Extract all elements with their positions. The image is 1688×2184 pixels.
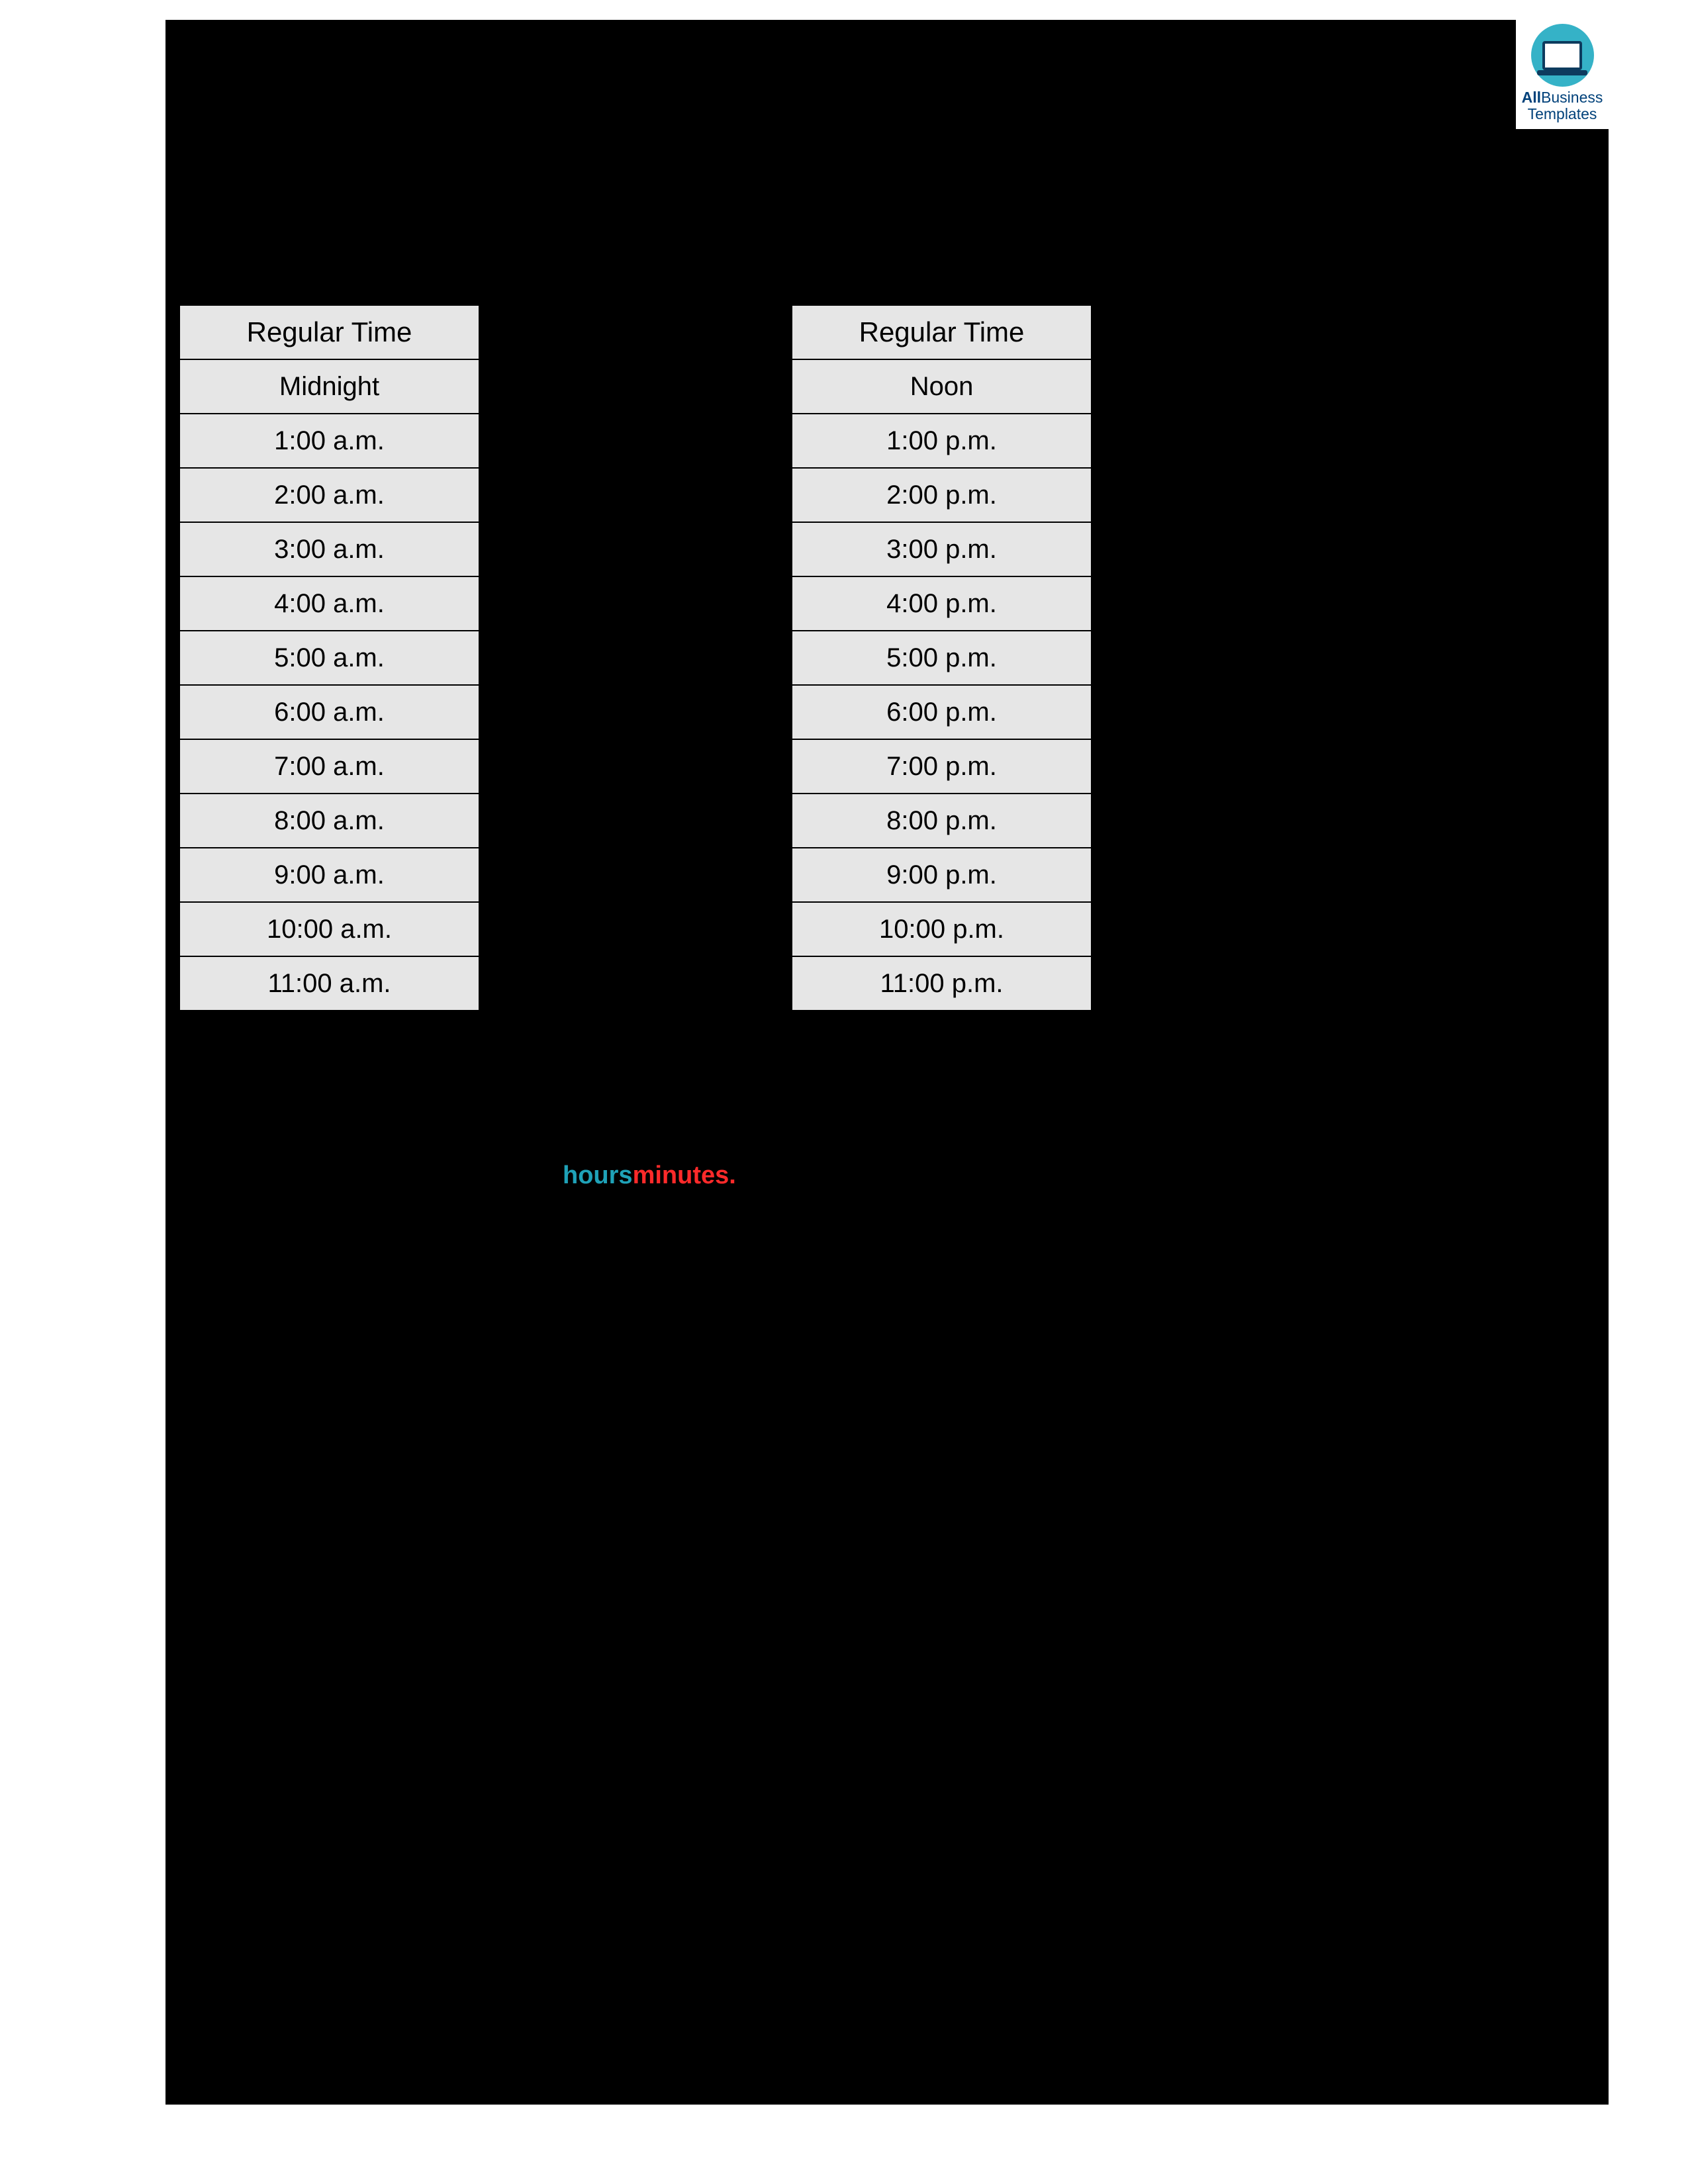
- table-row: 2:00 p.m.: [792, 468, 1092, 522]
- table-row: 1:00 p.m.: [792, 414, 1092, 468]
- table-row: 4:00 a.m.: [179, 576, 479, 631]
- table-row: Midnight: [179, 359, 479, 414]
- page: AllBusiness Templates Regular Time Midni…: [0, 0, 1688, 2184]
- time-cell: 6:00 a.m.: [179, 685, 479, 739]
- table-row: 4:00 p.m.: [792, 576, 1092, 631]
- table-row: 3:00 a.m.: [179, 522, 479, 576]
- table-left-body: Midnight 1:00 a.m. 2:00 a.m. 3:00 a.m. 4…: [179, 359, 479, 1011]
- content-block: AllBusiness Templates Regular Time Midni…: [165, 20, 1609, 2105]
- caption: hoursminutes.: [563, 1161, 736, 1190]
- table-row: 5:00 p.m.: [792, 631, 1092, 685]
- table-row: 9:00 p.m.: [792, 848, 1092, 902]
- table-row: Noon: [792, 359, 1092, 414]
- time-cell: 5:00 a.m.: [179, 631, 479, 685]
- table-row: 7:00 p.m.: [792, 739, 1092, 794]
- time-table-left: Regular Time Midnight 1:00 a.m. 2:00 a.m…: [179, 304, 480, 1011]
- table-row: 7:00 a.m.: [179, 739, 479, 794]
- time-cell: 10:00 p.m.: [792, 902, 1092, 956]
- time-cell: 7:00 p.m.: [792, 739, 1092, 794]
- table-row: 6:00 p.m.: [792, 685, 1092, 739]
- time-cell: 4:00 p.m.: [792, 576, 1092, 631]
- brand-logo-text-rest: Business: [1541, 89, 1603, 106]
- caption-minutes-text: minutes.: [633, 1161, 736, 1190]
- brand-logo: AllBusiness Templates: [1516, 20, 1609, 129]
- table-row: 10:00 a.m.: [179, 902, 479, 956]
- time-cell: 3:00 a.m.: [179, 522, 479, 576]
- brand-logo-circle: [1531, 24, 1594, 87]
- table-row: 1:00 a.m.: [179, 414, 479, 468]
- time-cell: Midnight: [179, 359, 479, 414]
- table-row: 6:00 a.m.: [179, 685, 479, 739]
- time-cell: 11:00 p.m.: [792, 956, 1092, 1011]
- table-left-header: Regular Time: [179, 305, 479, 359]
- table-row: 5:00 a.m.: [179, 631, 479, 685]
- time-cell: 9:00 a.m.: [179, 848, 479, 902]
- time-cell: Noon: [792, 359, 1092, 414]
- time-cell: 10:00 a.m.: [179, 902, 479, 956]
- time-cell: 3:00 p.m.: [792, 522, 1092, 576]
- tables-container: Regular Time Midnight 1:00 a.m. 2:00 a.m…: [179, 304, 1092, 1011]
- brand-logo-text: AllBusiness Templates: [1516, 89, 1609, 123]
- table-row: 3:00 p.m.: [792, 522, 1092, 576]
- time-table-right: Regular Time Noon 1:00 p.m. 2:00 p.m. 3:…: [791, 304, 1092, 1011]
- time-cell: 8:00 p.m.: [792, 794, 1092, 848]
- table-row: 11:00 a.m.: [179, 956, 479, 1011]
- time-cell: 4:00 a.m.: [179, 576, 479, 631]
- time-cell: 11:00 a.m.: [179, 956, 479, 1011]
- time-cell: 9:00 p.m.: [792, 848, 1092, 902]
- table-right-header: Regular Time: [792, 305, 1092, 359]
- caption-hours-text: hours: [563, 1161, 633, 1190]
- table-row: 2:00 a.m.: [179, 468, 479, 522]
- table-row: 8:00 p.m.: [792, 794, 1092, 848]
- time-cell: 5:00 p.m.: [792, 631, 1092, 685]
- table-row: 8:00 a.m.: [179, 794, 479, 848]
- time-cell: 1:00 p.m.: [792, 414, 1092, 468]
- time-cell: 8:00 a.m.: [179, 794, 479, 848]
- brand-logo-text-line2: Templates: [1528, 105, 1597, 122]
- table-row: 11:00 p.m.: [792, 956, 1092, 1011]
- time-cell: 6:00 p.m.: [792, 685, 1092, 739]
- table-row: 10:00 p.m.: [792, 902, 1092, 956]
- brand-logo-text-bold: All: [1522, 89, 1541, 106]
- table-right-body: Noon 1:00 p.m. 2:00 p.m. 3:00 p.m. 4:00 …: [792, 359, 1092, 1011]
- laptop-icon: [1542, 41, 1582, 70]
- time-cell: 2:00 a.m.: [179, 468, 479, 522]
- table-row: 9:00 a.m.: [179, 848, 479, 902]
- time-cell: 7:00 a.m.: [179, 739, 479, 794]
- time-cell: 1:00 a.m.: [179, 414, 479, 468]
- time-cell: 2:00 p.m.: [792, 468, 1092, 522]
